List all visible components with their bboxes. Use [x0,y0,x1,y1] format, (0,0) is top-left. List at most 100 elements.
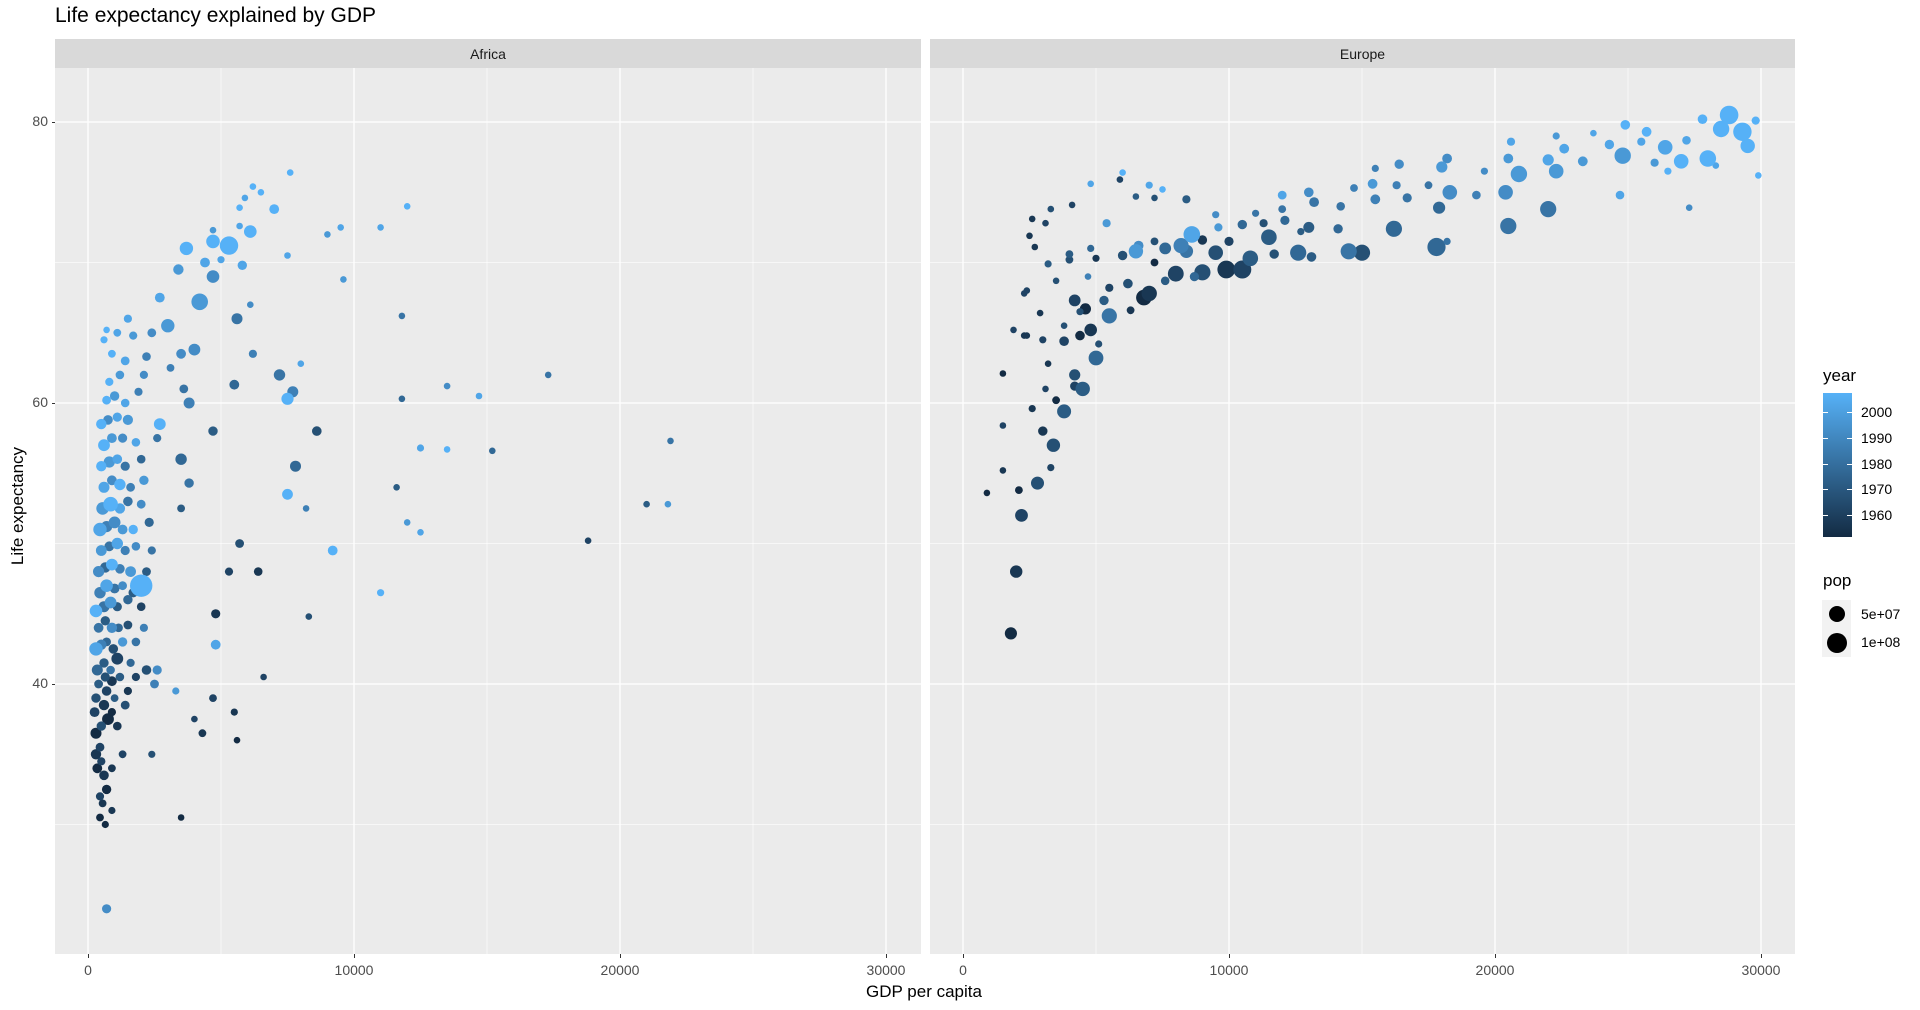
pop-key-large-dot [1827,633,1847,653]
x-tick-africa-20000 [620,954,621,958]
data-point [1217,260,1236,279]
data-point [1685,204,1693,211]
data-point [179,241,194,256]
data-point [1038,426,1048,436]
data-point [136,499,146,509]
data-point [1394,159,1404,169]
data-point [166,364,175,372]
legend-label-1e08: 1e+08 [1861,634,1901,650]
data-point [173,264,184,275]
data-point [286,169,294,176]
data-point [1699,150,1717,167]
x-tick-europe-0 [963,954,964,958]
data-point [377,589,385,597]
colorbar-tick [1847,464,1852,465]
data-point [273,369,286,381]
data-point [106,558,118,571]
x-tick-africa-0 [88,954,89,958]
x-axis-label: GDP per capita [866,982,982,1001]
data-point [1577,156,1588,167]
data-point [1733,122,1752,141]
data-point [443,382,451,390]
data-point [91,664,103,676]
data-point [1151,194,1158,202]
x-tick-europe-30000 [1761,954,1762,958]
data-point [1498,185,1513,200]
data-point [1433,201,1446,214]
data-point [128,524,138,535]
data-point [417,529,424,536]
data-point [236,222,243,230]
data-point [144,517,154,527]
data-point [1510,165,1528,183]
data-point [136,454,146,464]
data-point [1712,120,1730,138]
data-point [305,613,313,620]
data-point [398,312,406,320]
data-point [1087,180,1094,188]
data-point [100,616,110,626]
data-point [118,433,128,443]
data-point [1664,167,1672,175]
data-point [284,252,291,259]
data-point [1095,340,1103,348]
data-point [393,484,400,491]
facet-strip-africa: Africa [55,39,921,68]
colorbar-tick [1847,489,1852,490]
colorbar-tick [1823,412,1828,413]
data-point [1047,464,1055,472]
data-point [191,715,198,723]
data-point [1542,154,1554,166]
data-point [1189,272,1199,282]
data-point [327,545,338,556]
data-point [112,454,123,465]
legend-label-5e07: 5e+07 [1861,606,1901,622]
data-point [443,446,451,453]
data-point [113,721,122,731]
data-point [208,426,218,436]
data-point [184,478,194,488]
data-point [1052,396,1060,405]
data-point [198,729,207,738]
data-point [1036,309,1044,317]
data-point [188,343,201,356]
data-point [117,637,128,647]
data-point [1719,105,1739,125]
data-point [1197,235,1208,245]
data-point [1105,283,1114,292]
data-point [1303,221,1315,233]
data-point [1620,120,1631,130]
data-point [152,665,162,675]
data-point [1385,220,1402,237]
data-point [1060,322,1068,329]
data-point [1088,350,1104,366]
data-point [1119,169,1126,176]
data-point [102,904,112,914]
data-point [141,665,152,675]
data-point [667,437,674,445]
data-point [99,770,109,781]
data-point [111,652,124,665]
year-colorbar [1823,393,1852,537]
facet-strip-europe: Europe [930,39,1795,68]
x-tick-label-africa-30000: 30000 [866,962,906,978]
data-point [1160,276,1170,286]
data-point [248,349,257,358]
data-point [113,328,122,337]
x-tick-label-europe-20000: 20000 [1475,962,1515,978]
data-point [1552,132,1560,140]
data-point [131,542,141,551]
data-point [1697,114,1708,124]
data-point [1371,164,1379,172]
data-point [209,694,217,702]
data-point [643,500,650,508]
data-point [90,727,102,739]
data-point [1755,172,1762,179]
data-point [120,700,130,710]
data-point [1269,249,1279,259]
data-point [1242,250,1259,267]
data-point [1028,405,1036,413]
pop-key-small-dot [1829,606,1845,622]
data-point [231,313,243,325]
colorbar-tick [1823,464,1828,465]
